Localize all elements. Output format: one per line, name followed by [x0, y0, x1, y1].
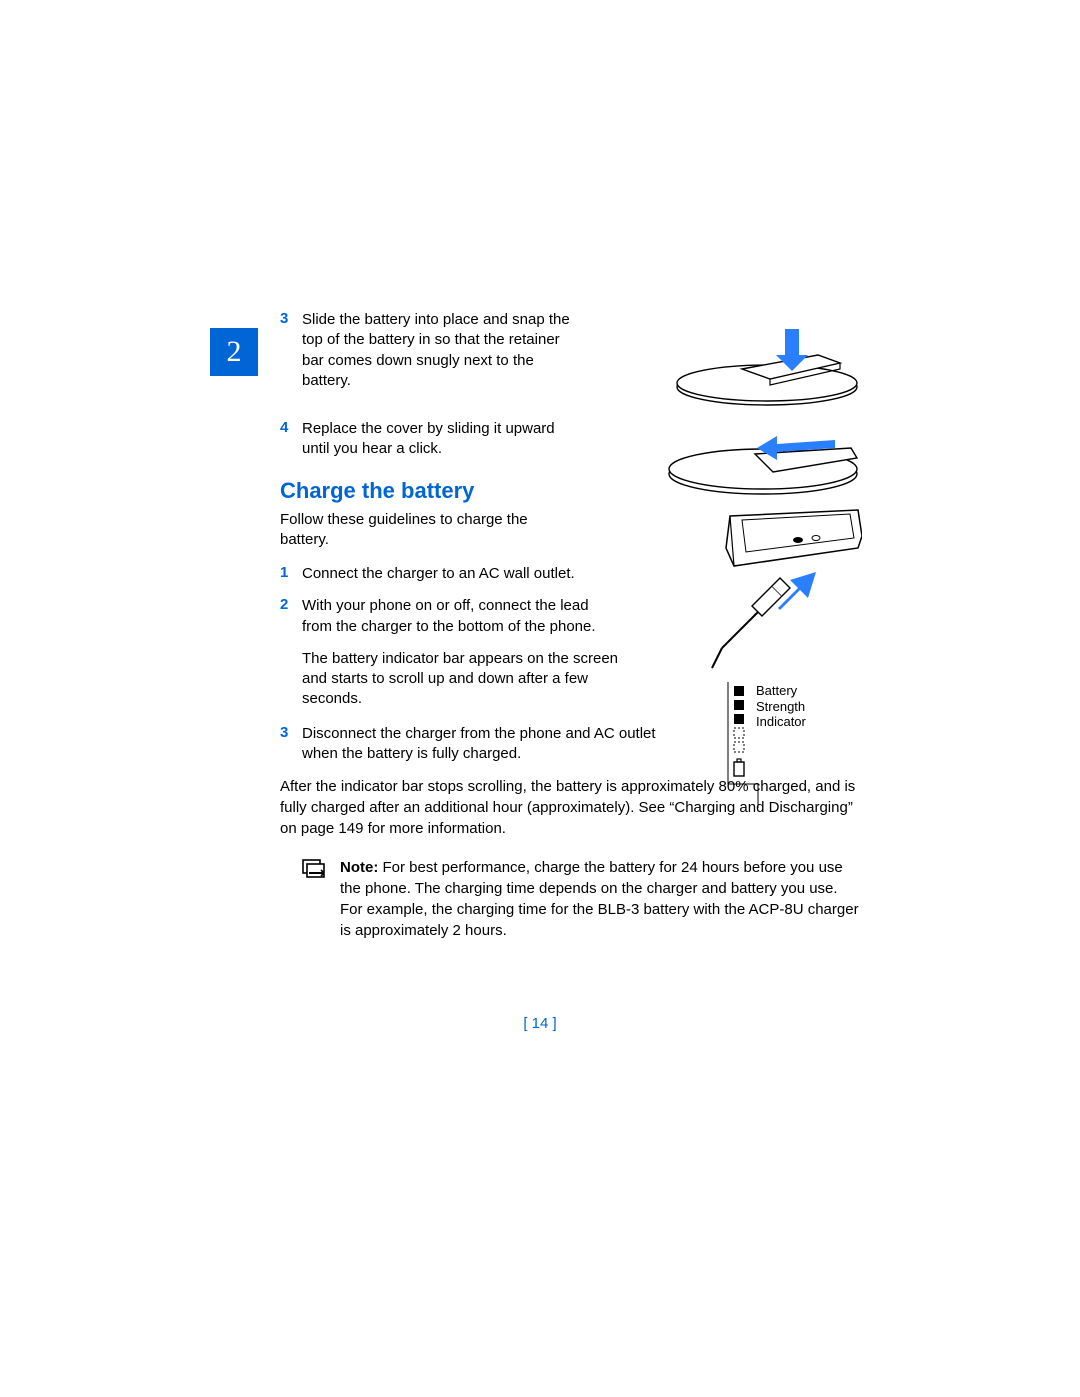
note-body: For best performance, charge the battery… [340, 859, 859, 939]
install-step-4: 4 Replace the cover by sliding it upward… [280, 419, 580, 460]
section-intro: Follow these guidelines to charge the ba… [280, 510, 580, 551]
illustration-battery-insert [670, 325, 865, 410]
step-text: Slide the battery into place and snap th… [302, 310, 580, 391]
charge-step-1: 1 Connect the charger to an AC wall outl… [280, 564, 580, 584]
step-number: 3 [280, 724, 302, 765]
install-step-3: 3 Slide the battery into place and snap … [280, 310, 580, 391]
step-text: Connect the charger to an AC wall outlet… [302, 564, 575, 584]
step-number: 1 [280, 564, 302, 584]
indicator-label-line2: Strength [756, 699, 806, 715]
charge-step-2: 2 With your phone on or off, connect the… [280, 596, 620, 637]
page-number: [ 14 ] [0, 1015, 1080, 1032]
indicator-paragraph: The battery indicator bar appears on the… [302, 649, 642, 710]
indicator-label-line1: Battery [756, 683, 806, 699]
note-block: Note: For best performance, charge the b… [302, 857, 860, 941]
step-text: Disconnect the charger from the phone an… [302, 724, 680, 765]
illustration-battery-indicator: Battery Strength Indicator [722, 680, 870, 810]
step-number: 2 [280, 596, 302, 637]
step-text: With your phone on or off, connect the l… [302, 596, 620, 637]
step-text: Replace the cover by sliding it upward u… [302, 419, 580, 460]
note-text: Note: For best performance, charge the b… [340, 857, 860, 941]
note-icon [302, 857, 328, 941]
note-label: Note: [340, 859, 378, 876]
illustration-charger-connect [682, 508, 862, 673]
illustration-cover-slide [665, 422, 865, 500]
step-number: 3 [280, 310, 302, 391]
charge-step-3: 3 Disconnect the charger from the phone … [280, 724, 680, 765]
step-number: 4 [280, 419, 302, 460]
indicator-label-line3: Indicator [756, 714, 806, 730]
page-content: 3 Slide the battery into place and snap … [0, 0, 1080, 1397]
